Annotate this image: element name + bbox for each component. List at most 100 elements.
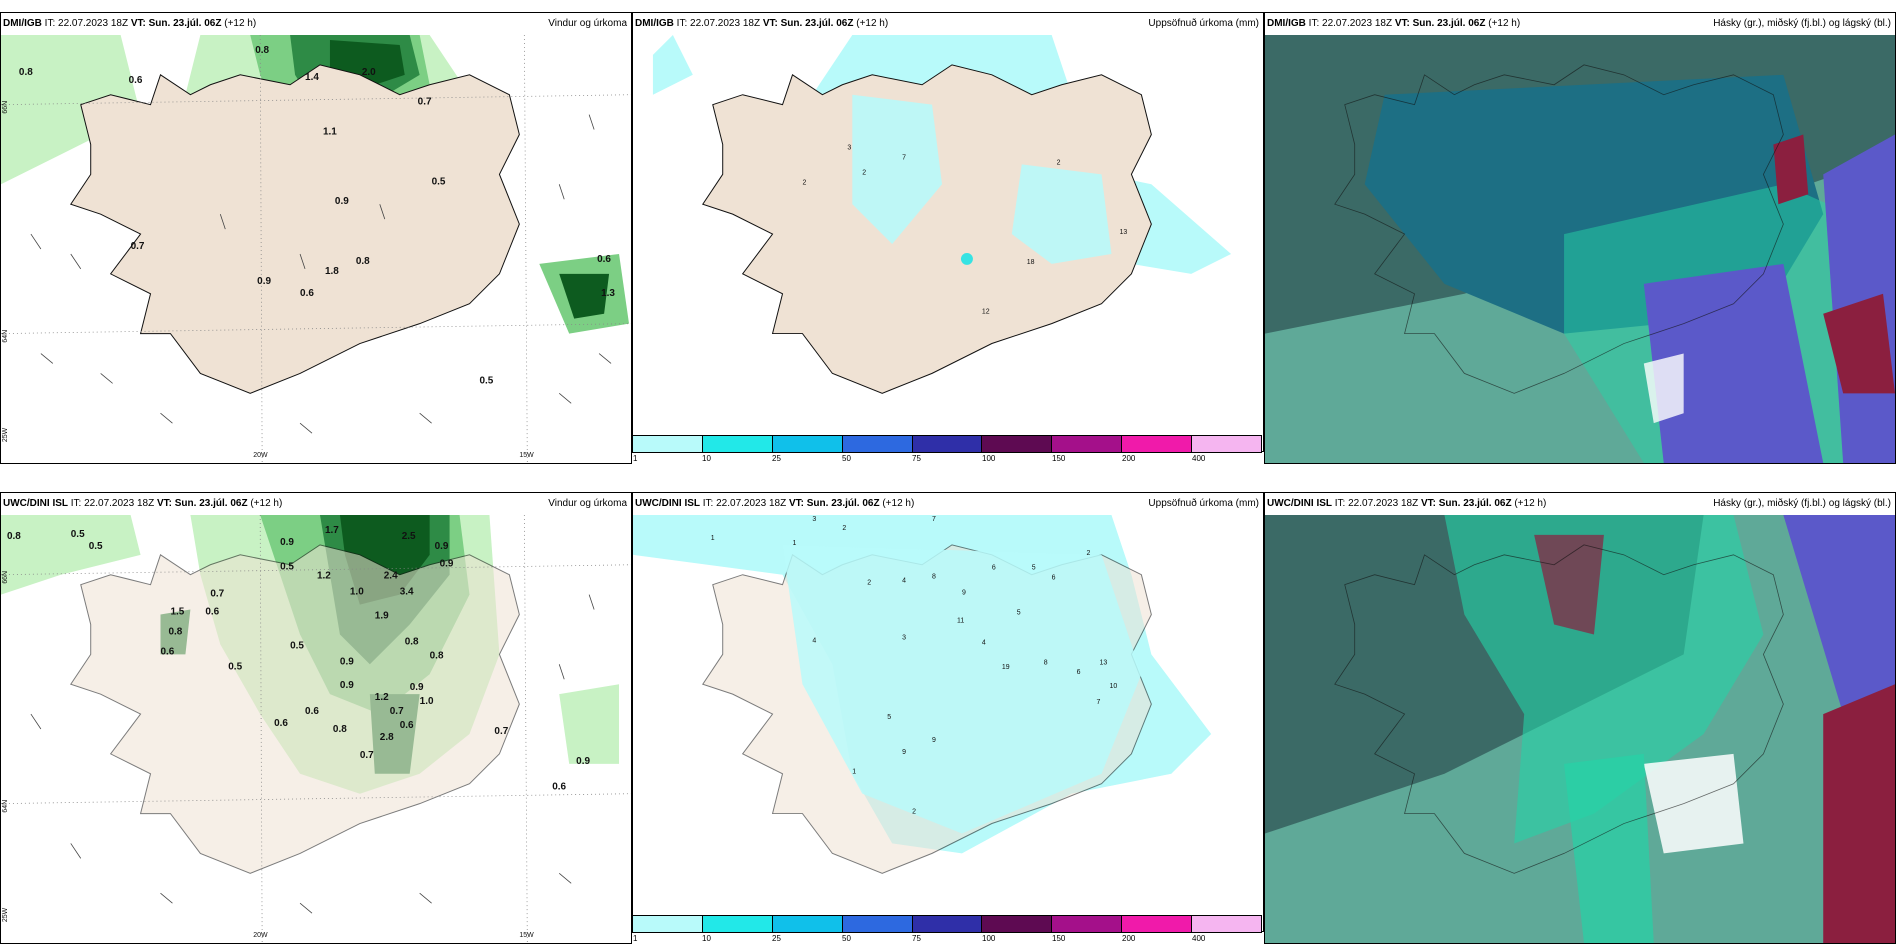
precip-label: 1.0 <box>350 587 364 598</box>
colorbar-label: 100 <box>982 934 996 943</box>
init-time: IT: 22.07.2023 18Z <box>1308 18 1393 29</box>
precip-label: 1.5 <box>170 607 184 618</box>
colorbar-top <box>632 435 1262 453</box>
precip-label: 0.6 <box>552 782 566 793</box>
precip-label: 0.9 <box>440 559 454 570</box>
precip-label: 0.7 <box>210 589 224 600</box>
precip-label: 0.9 <box>340 680 354 691</box>
accum-label: 13 <box>1119 229 1127 236</box>
precip-label: 2.8 <box>380 732 394 743</box>
precip-label: 0.7 <box>418 97 432 108</box>
colorbar-label: 10 <box>702 934 711 943</box>
panel-title: Uppsöfnuð úrkoma (mm) <box>1148 18 1259 29</box>
panel-dmi-accum-precip: DMI/IGB IT: 22.07.2023 18Z VT: Sun. 23.j… <box>632 12 1264 452</box>
map-area[interactable]: 3 7 2 2 2 13 18 12 <box>633 35 1263 451</box>
vt-label: VT: <box>130 18 146 29</box>
accum-label: 9 <box>932 737 936 744</box>
lon-label: 20W <box>253 932 268 939</box>
accum-label: 11 <box>957 617 964 624</box>
accum-label: 1 <box>711 535 715 542</box>
iceland-land <box>702 64 1152 394</box>
colorbar-swatch <box>702 916 773 932</box>
init-time: IT: 22.07.2023 18Z <box>44 18 129 29</box>
precip-label: 0.6 <box>205 607 219 618</box>
accum-label: 5 <box>1032 565 1036 572</box>
precip-label: 0.6 <box>274 718 288 729</box>
precip-label: 0.9 <box>335 196 349 207</box>
precip-label: 1.2 <box>375 692 389 703</box>
lon-label: 25W <box>2 427 9 442</box>
colorbar-swatch <box>1122 916 1193 932</box>
lead-time: (+12 h) <box>1514 498 1547 509</box>
colorbar-swatch <box>772 436 843 452</box>
accum-label: 7 <box>932 516 936 523</box>
colorbar-label: 100 <box>982 454 996 463</box>
precip-label: 0.5 <box>280 562 294 573</box>
panel-header: UWC/DINI ISL IT: 22.07.2023 18Z VT: Sun.… <box>633 493 1263 515</box>
precip-label: 0.9 <box>410 682 424 693</box>
map-area[interactable] <box>1265 35 1895 463</box>
lat-label: 64N <box>2 800 9 813</box>
panel-title: Vindur og úrkoma <box>548 498 627 509</box>
model-name: DMI/IGB <box>3 18 42 29</box>
precip-label: 0.8 <box>356 256 370 267</box>
valid-time: Sun. 23.júl. 06Z <box>1412 18 1486 29</box>
panel-uwc-wind-precip: UWC/DINI ISL IT: 22.07.2023 18Z VT: Sun.… <box>0 492 632 944</box>
map-area[interactable] <box>1265 515 1895 943</box>
precip-label: 0.8 <box>255 45 269 56</box>
colorbar-swatch <box>1122 436 1193 452</box>
init-time: IT: 22.07.2023 18Z <box>702 498 787 509</box>
precip-label: 0.9 <box>280 537 294 548</box>
precip-label: 0.5 <box>89 541 103 552</box>
accum-label: 2 <box>1087 550 1091 557</box>
valid-time: Sun. 23.júl. 06Z <box>174 498 248 509</box>
lead-time: (+12 h) <box>882 498 915 509</box>
colorbar-label: 150 <box>1052 934 1066 943</box>
map-area[interactable]: 0.8 0.6 0.8 2.0 1.4 0.7 1.1 0.9 0.5 0.7 … <box>1 35 631 463</box>
precip-label: 2.0 <box>362 67 376 78</box>
accum-label: 7 <box>902 154 906 161</box>
accum-label: 2 <box>802 179 806 186</box>
accum-label: 5 <box>1017 610 1021 617</box>
precip-label: 0.8 <box>7 531 21 542</box>
panel-dmi-clouds: DMI/IGB IT: 22.07.2023 18Z VT: Sun. 23.j… <box>1264 12 1896 464</box>
accum-label: 3 <box>847 144 851 151</box>
lat-label: 66N <box>2 101 9 114</box>
precip-label: 0.6 <box>129 75 143 86</box>
accum-label: 4 <box>982 639 986 646</box>
colorbar-swatch <box>1192 436 1262 452</box>
colorbar-swatch <box>702 436 773 452</box>
accum-label: 13 <box>1100 659 1108 666</box>
precip-label: 0.6 <box>400 720 414 731</box>
map-area[interactable]: 1 3 2 1 7 2 4 8 9 6 5 6 11 5 4 3 2 8 6 1… <box>633 515 1263 931</box>
colorbar-label: 400 <box>1192 454 1206 463</box>
wind-precip-map: 0.8 0.5 0.5 0.9 1.7 2.5 0.9 0.9 2.4 3.4 … <box>1 515 631 943</box>
model-name: UWC/DINI ISL <box>635 498 700 509</box>
panel-header: DMI/IGB IT: 22.07.2023 18Z VT: Sun. 23.j… <box>1265 13 1895 35</box>
vt-label: VT: <box>1394 18 1410 29</box>
panel-dmi-wind-precip: DMI/IGB IT: 22.07.2023 18Z VT: Sun. 23.j… <box>0 12 632 464</box>
lead-time: (+12 h) <box>856 18 889 29</box>
cloud-map <box>1265 35 1895 463</box>
panel-header: UWC/DINI ISL IT: 22.07.2023 18Z VT: Sun.… <box>1265 493 1895 515</box>
precip-label: 0.8 <box>430 650 444 661</box>
accum-label: 8 <box>1044 659 1048 666</box>
lon-label: 15W <box>519 452 534 459</box>
precip-label: 0.7 <box>494 726 508 737</box>
colorbar-swatch <box>633 436 703 452</box>
accum-label: 9 <box>962 590 966 597</box>
vt-label: VT: <box>762 18 778 29</box>
precip-label: 0.6 <box>305 706 319 717</box>
accum-label: 19 <box>1002 664 1010 671</box>
vt-label: VT: <box>156 498 172 509</box>
lat-label: 64N <box>2 330 9 343</box>
map-area[interactable]: 0.8 0.5 0.5 0.9 1.7 2.5 0.9 0.9 2.4 3.4 … <box>1 515 631 943</box>
model-name: DMI/IGB <box>635 18 674 29</box>
colorbar-swatch <box>633 916 703 932</box>
colorbar-label: 400 <box>1192 934 1206 943</box>
precip-label: 0.9 <box>340 656 354 667</box>
precip-label: 0.9 <box>576 756 590 767</box>
accum-precip-map: 3 7 2 2 2 13 18 12 <box>633 35 1263 451</box>
precip-label: 1.8 <box>325 266 339 277</box>
panel-header: DMI/IGB IT: 22.07.2023 18Z VT: Sun. 23.j… <box>1 13 631 35</box>
